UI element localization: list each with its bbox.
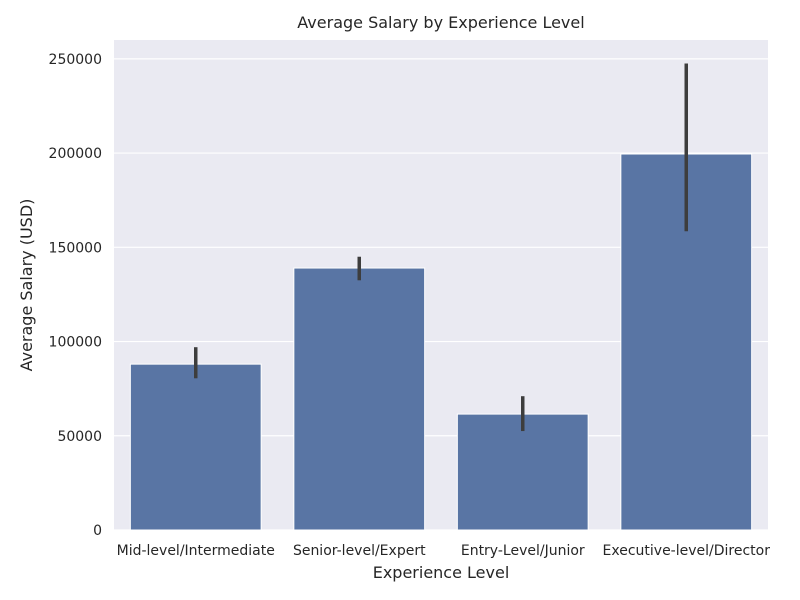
y-tick-label: 150000 <box>49 240 102 256</box>
y-tick-label: 50000 <box>57 429 102 445</box>
x-tick-label: Mid-level/Intermediate <box>117 543 275 559</box>
y-axis-ticks: 0 50000 100000 150000 200000 250000 <box>49 52 102 539</box>
x-axis-label: Experience Level <box>373 563 510 582</box>
bar <box>456 413 589 531</box>
error-bars <box>194 63 688 432</box>
y-tick-label: 250000 <box>49 52 102 68</box>
y-tick-label: 100000 <box>49 335 102 351</box>
y-tick-label: 0 <box>93 523 102 539</box>
bar <box>129 363 262 531</box>
y-tick-label: 200000 <box>49 146 102 162</box>
chart-title: Average Salary by Experience Level <box>297 13 584 32</box>
y-axis-label: Average Salary (USD) <box>17 199 36 372</box>
x-tick-label: Executive-level/Director <box>603 543 771 559</box>
bar <box>293 267 426 531</box>
x-tick-label: Senior-level/Expert <box>293 543 426 559</box>
x-tick-label: Entry-Level/Junior <box>461 543 585 559</box>
x-axis-ticks: Mid-level/Intermediate Senior-level/Exper… <box>117 543 771 559</box>
